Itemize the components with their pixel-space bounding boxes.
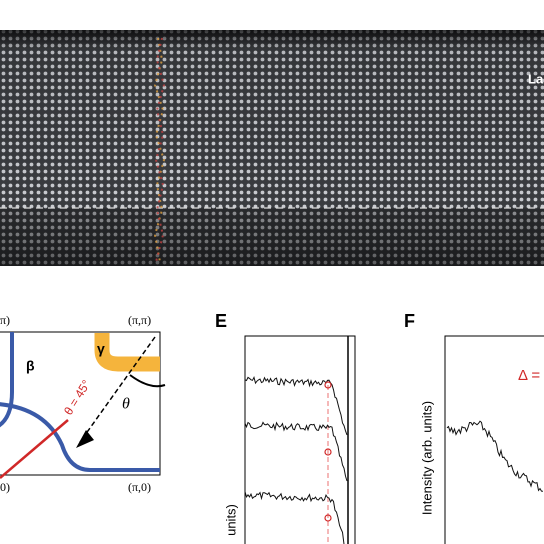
stem-label: La	[528, 71, 544, 86]
gap-label: Δ =	[518, 367, 540, 384]
spectrum-trace	[244, 376, 348, 436]
marker	[324, 381, 332, 389]
angle-label: θ = 45°	[61, 377, 93, 417]
panel-f: F Intensity (arb. units) Δ =	[404, 311, 544, 544]
panel-label: F	[404, 311, 415, 331]
corner-label: π)	[0, 313, 10, 327]
corner-label: (π,0)	[128, 480, 151, 494]
panel-label: E	[215, 311, 227, 331]
corner-label: (π,π)	[128, 313, 151, 327]
angle-label: θ	[122, 396, 130, 413]
fermi-surface-panel: π) (π,π) 0) (π,0) β γ θ = 45° θ	[0, 313, 166, 494]
spectrum-trace	[446, 420, 544, 492]
y-axis-label: Intensity (arb. units)	[419, 401, 434, 515]
band-label: γ	[97, 341, 105, 357]
corner-label: 0)	[0, 480, 10, 494]
panel-e: E units)	[215, 311, 356, 544]
marker	[324, 448, 332, 456]
spectrum-trace	[244, 421, 348, 482]
stem-image: La	[0, 30, 544, 266]
y-axis-label: units)	[223, 504, 238, 536]
band-label: β	[26, 358, 35, 374]
marker	[324, 514, 332, 522]
spectrum-trace	[244, 491, 345, 544]
